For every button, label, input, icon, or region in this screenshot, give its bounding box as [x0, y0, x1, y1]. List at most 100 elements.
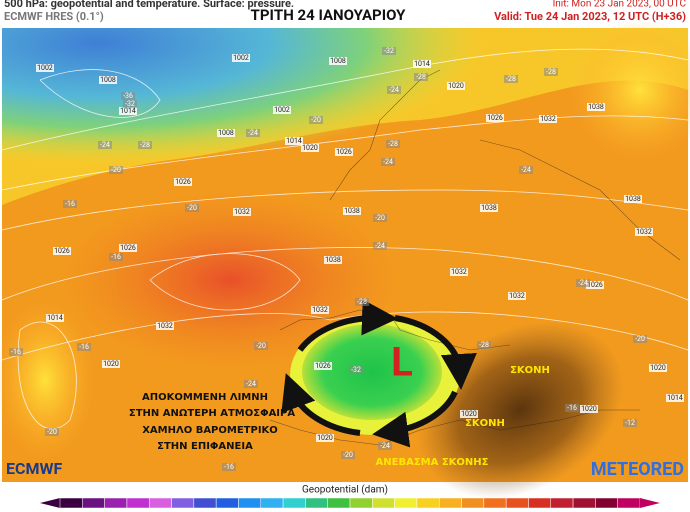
isobar-label: 1014: [120, 107, 136, 115]
isobar-label: 1020: [302, 144, 318, 152]
field-ridge: [60, 190, 400, 370]
colorbar-swatch: [572, 497, 596, 509]
temperature-label-bg: [519, 166, 533, 174]
temperature-label-bg: [63, 200, 77, 208]
temperature-label-bg: [9, 348, 23, 356]
isobar-label-bg: [301, 144, 319, 152]
temperature-label: -16: [79, 343, 89, 351]
isobar-label-bg: [486, 114, 504, 122]
isobar-label: 1014: [286, 137, 302, 145]
temperature-label-bg: [121, 92, 135, 100]
colorbar-swatch: [528, 497, 552, 509]
valid-time: Valid: Tue 24 Jan 2023, 12 UTC (H+36): [494, 10, 686, 23]
colorbar-swatch: [483, 497, 507, 509]
temperature-label-bg: [98, 141, 112, 149]
dust-label: ΣΚΟΝΗ: [465, 418, 505, 429]
temperature-label: -36: [123, 92, 133, 100]
isobar-label-bg: [285, 137, 303, 145]
contours: [1, 48, 689, 430]
isobar-label: 1032: [509, 292, 525, 300]
temperature-label: -12: [625, 419, 635, 427]
colorbar-swatch: [416, 497, 440, 509]
temperature-label: -16: [65, 200, 75, 208]
colorbar-swatch: [505, 497, 529, 509]
temperature-label-bg: [123, 100, 137, 108]
temperature-label: -28: [416, 73, 426, 81]
colorbar-swatch: [394, 497, 418, 509]
isobar-label-bg: [580, 405, 598, 413]
temperature-label: -20: [311, 116, 321, 124]
temperature-label-bg: [633, 335, 647, 343]
isobar-label-bg: [450, 268, 468, 276]
colorbar-swatch: [148, 497, 172, 509]
temperature-label-bg: [355, 298, 369, 306]
colorbar-swatch: [327, 497, 351, 509]
temperature-label-bg: [381, 158, 395, 166]
temperature-label: -28: [140, 141, 150, 149]
colorbar-end: [640, 498, 660, 508]
isobar-label: 1026: [487, 114, 503, 122]
colorbar-swatch: [171, 497, 195, 509]
isobar-label-bg: [539, 115, 557, 123]
isobar-label: 1002: [274, 106, 290, 114]
temperature-label-bg: [378, 442, 392, 450]
product: 500 hPa: geopotential and temperature. S…: [4, 0, 294, 10]
annotation: ΧΑΜΗΛΟ ΒΑΡΟΜΕΤΡΙΚΟ: [142, 425, 278, 436]
temperature-label: -20: [256, 342, 266, 350]
isobar-label-bg: [102, 360, 120, 368]
colorbar-swatch: [104, 497, 128, 509]
temperature-label-bg: [244, 380, 258, 388]
temperature-label: -16: [224, 463, 234, 471]
low-symbol: L: [391, 339, 413, 386]
colorbar-swatch: [82, 497, 105, 509]
dust-label: ΣΚΟΝΗ: [510, 365, 550, 376]
isobar-label: 1020: [650, 364, 666, 372]
isobar-label-bg: [156, 322, 174, 330]
isobar-label: 1026: [587, 281, 603, 289]
isobar-label-bg: [587, 103, 605, 111]
isobar-label: 1002: [233, 54, 249, 62]
isobar-label: 1002: [37, 64, 53, 72]
temperature-label-bg: [623, 419, 637, 427]
isobar-label: 1038: [481, 204, 497, 212]
model: ECMWF HRES (0.1°): [4, 10, 104, 23]
isobar-label: 1038: [325, 256, 341, 264]
temperature-label: -20: [343, 451, 353, 459]
map: L ΑΠΟΚΟΜΜΕΝΗ ΛΙΜΝΗ ΣΤΗΝ ΑΝΩΤΕΡΗ ΑΤΜΟΣΦΑΙ…: [0, 20, 690, 499]
isobar-label-bg: [480, 204, 498, 212]
temperature-label-bg: [109, 253, 123, 261]
isobar-label: 1008: [100, 76, 116, 84]
isobar-label-bg: [232, 54, 250, 62]
field-west-low: [0, 300, 95, 460]
temperature-label-bg: [373, 214, 387, 222]
temperature-label-bg: [77, 343, 91, 351]
isobar-label: 1020: [448, 82, 464, 90]
temperature-label: -24: [248, 129, 258, 137]
colorbar-swatch: [193, 497, 217, 509]
temperature-label: -32: [384, 47, 394, 55]
temperature-label: -20: [635, 335, 645, 343]
temperature-label: -16: [567, 404, 577, 412]
temperature-label: -24: [375, 242, 385, 250]
isobar-label-bg: [649, 364, 667, 372]
isobar-label: 1026: [315, 362, 331, 370]
isobar-label-bg: [635, 228, 653, 236]
isobar-label-bg: [666, 394, 684, 402]
temperature-label: -24: [578, 279, 588, 287]
temperature-label-bg: [386, 140, 400, 148]
annotation: ΑΠΟΚΟΜΜΕΝΗ ΛΙΜΝΗ: [142, 392, 268, 403]
temperature-label: -16: [11, 348, 21, 356]
colorbar-swatch: [438, 497, 462, 509]
colorbar-swatch: [282, 497, 306, 509]
isobar-label: 1038: [344, 207, 360, 215]
colorbar-end: [40, 498, 60, 508]
temperature-label: -20: [111, 166, 121, 174]
temperature-label-bg: [109, 166, 123, 174]
isobar-label-bg: [335, 148, 353, 156]
isobar-label: 1026: [54, 247, 70, 255]
temperature-label: -24: [521, 166, 531, 174]
colorbar-swatch: [372, 497, 395, 509]
temperature-label-bg: [341, 451, 355, 459]
